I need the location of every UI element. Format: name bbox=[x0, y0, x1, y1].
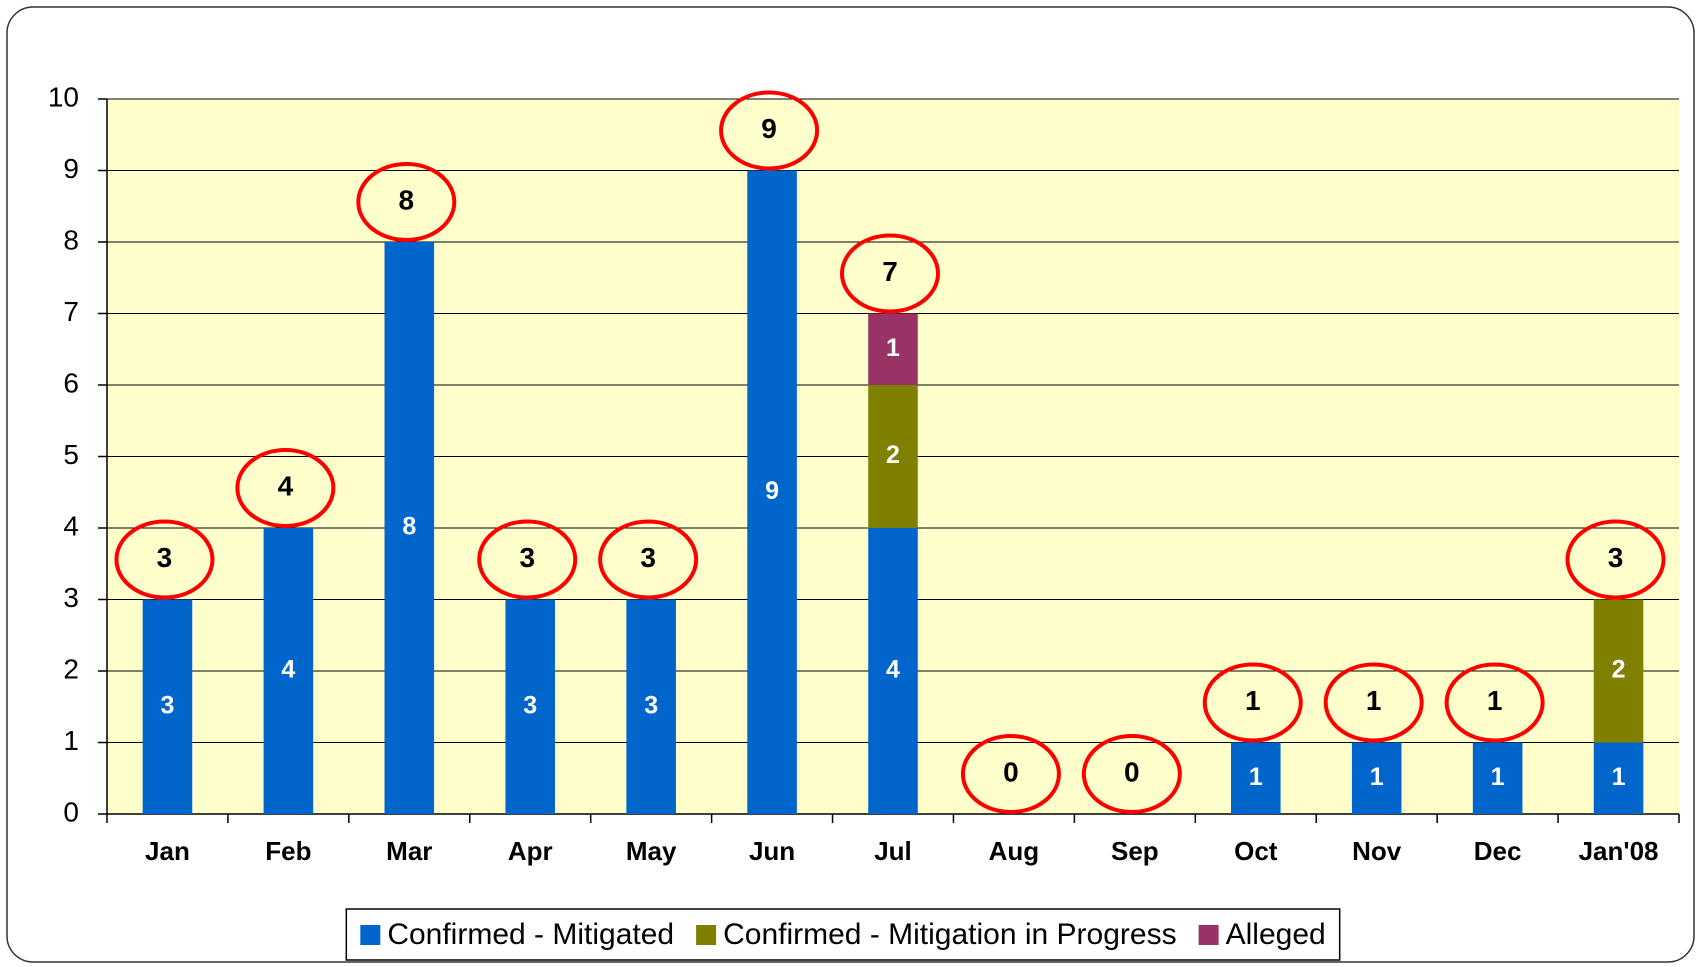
bar-segment bbox=[868, 385, 918, 528]
x-tick-label: Sep bbox=[1111, 836, 1159, 866]
y-tick-label: 1 bbox=[63, 725, 79, 756]
total-label: 3 bbox=[640, 542, 656, 573]
y-tick-label: 3 bbox=[63, 582, 79, 613]
bar-segment bbox=[868, 528, 918, 814]
x-tick-label: Jun bbox=[749, 836, 795, 866]
segment-label: 2 bbox=[1612, 656, 1626, 684]
segment-label: 4 bbox=[886, 656, 900, 684]
total-label: 3 bbox=[157, 542, 173, 573]
x-tick-label: May bbox=[626, 836, 677, 866]
total-circle bbox=[356, 162, 457, 242]
total-circle bbox=[477, 519, 578, 600]
total-label: 1 bbox=[1487, 685, 1503, 716]
legend-label: Confirmed - Mitigation in Progress bbox=[723, 918, 1177, 951]
bar-segment bbox=[1593, 742, 1644, 814]
legend-box bbox=[345, 908, 1341, 961]
bar-segment bbox=[1593, 599, 1644, 743]
y-tick-label: 9 bbox=[63, 153, 79, 184]
x-tick-label: Dec bbox=[1474, 836, 1522, 866]
segment-label: 2 bbox=[886, 441, 900, 469]
y-tick-label: 8 bbox=[63, 224, 79, 255]
x-tick-label: Nov bbox=[1352, 836, 1402, 866]
total-label: 7 bbox=[882, 256, 898, 287]
bar-segment bbox=[747, 170, 797, 814]
total-circle bbox=[114, 519, 215, 600]
segment-label: 3 bbox=[523, 691, 537, 719]
legend-label: Confirmed - Mitigated bbox=[387, 918, 674, 951]
bar-segment bbox=[142, 599, 193, 814]
segment-label: 3 bbox=[161, 691, 175, 719]
total-circle bbox=[1323, 662, 1424, 743]
segment-label: 9 bbox=[765, 477, 779, 505]
y-tick-label: 6 bbox=[63, 367, 79, 398]
total-circle bbox=[1202, 662, 1303, 743]
x-tick-label: Jan bbox=[145, 836, 190, 866]
x-tick-label: Apr bbox=[508, 836, 553, 866]
segment-label: 1 bbox=[1249, 763, 1263, 791]
total-circle bbox=[840, 233, 940, 314]
total-circle bbox=[960, 734, 1061, 814]
segment-label: 1 bbox=[1612, 763, 1626, 791]
segment-label: 1 bbox=[1370, 763, 1384, 791]
bar-segment bbox=[263, 528, 314, 814]
y-tick-label: 0 bbox=[63, 796, 79, 827]
y-tick-label: 4 bbox=[63, 510, 79, 541]
total-label: 4 bbox=[278, 470, 294, 501]
x-tick-label: Mar bbox=[386, 836, 432, 866]
x-tick-label: Jul bbox=[874, 836, 912, 866]
bar-segment bbox=[868, 313, 918, 385]
total-label: 3 bbox=[519, 542, 535, 573]
y-tick-label: 10 bbox=[48, 81, 79, 112]
total-circle bbox=[1444, 662, 1545, 743]
legend-label: Alleged bbox=[1226, 918, 1326, 951]
bar-segment bbox=[384, 242, 435, 814]
y-tick-label: 5 bbox=[63, 439, 79, 470]
segment-label: 8 bbox=[402, 513, 416, 541]
segment-label: 1 bbox=[886, 334, 900, 362]
bar-segment bbox=[1351, 742, 1402, 814]
bar-segment bbox=[505, 599, 556, 814]
legend-swatch bbox=[360, 925, 381, 945]
segment-label: 3 bbox=[644, 691, 658, 719]
bar-segment bbox=[626, 599, 676, 814]
total-circle bbox=[598, 519, 699, 600]
legend-swatch bbox=[1198, 925, 1219, 945]
total-label: 0 bbox=[1124, 756, 1140, 787]
total-label: 9 bbox=[761, 113, 777, 144]
total-circle bbox=[719, 90, 820, 171]
x-tick-label: Oct bbox=[1234, 836, 1278, 866]
total-circle bbox=[1081, 734, 1182, 814]
total-circle bbox=[1565, 519, 1666, 600]
total-label: 0 bbox=[1003, 756, 1019, 787]
total-label: 3 bbox=[1608, 542, 1624, 573]
legend-swatch bbox=[696, 925, 717, 945]
y-tick-label: 2 bbox=[63, 653, 79, 684]
segment-label: 1 bbox=[1491, 763, 1505, 791]
total-label: 1 bbox=[1366, 685, 1382, 716]
bar-segment bbox=[1230, 742, 1281, 814]
total-label: 8 bbox=[399, 184, 415, 215]
total-circle bbox=[235, 448, 336, 528]
bar-segment bbox=[1472, 742, 1523, 814]
segment-label: 4 bbox=[281, 656, 295, 684]
x-tick-label: Aug bbox=[989, 836, 1040, 866]
x-tick-label: Jan'08 bbox=[1579, 836, 1659, 866]
y-tick-label: 7 bbox=[63, 296, 79, 327]
x-tick-label: Feb bbox=[265, 836, 311, 866]
total-label: 1 bbox=[1245, 685, 1261, 716]
